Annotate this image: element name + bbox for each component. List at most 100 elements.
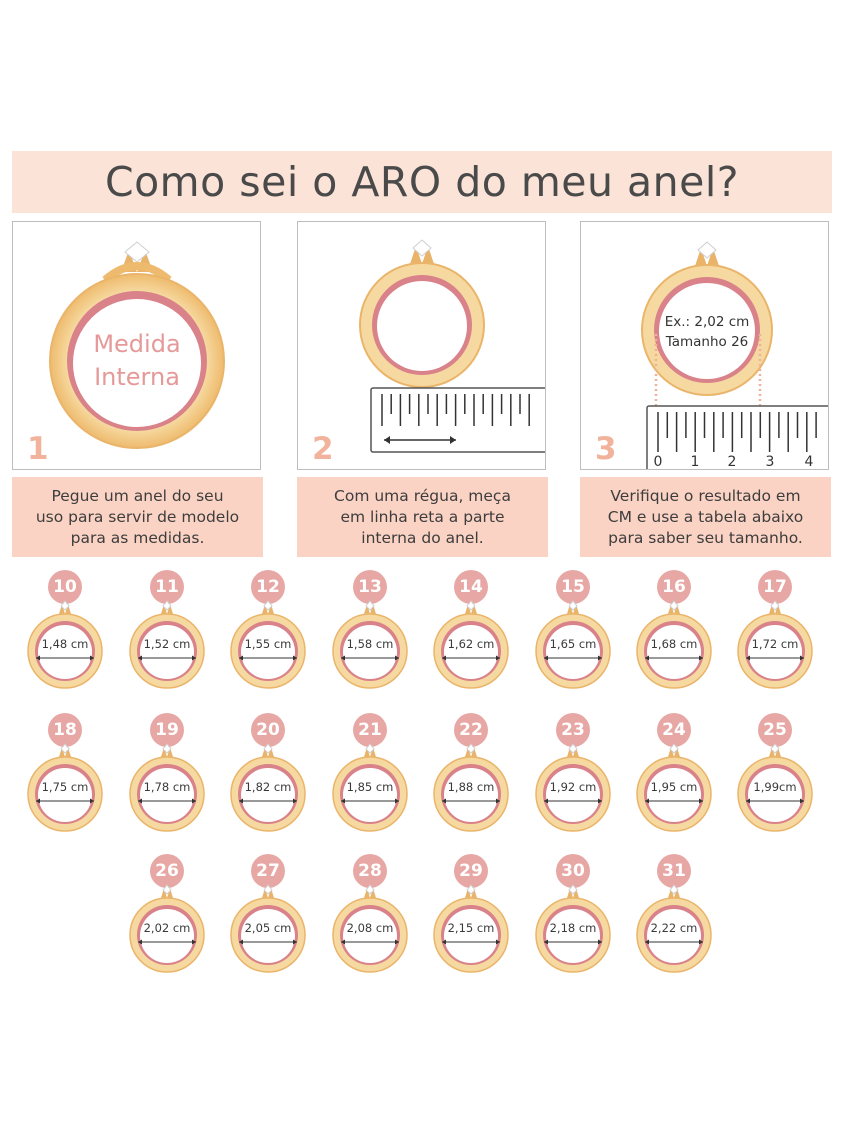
- size-badge: 27: [251, 854, 285, 888]
- size-measure: 1,55 cm: [244, 637, 292, 651]
- ring-icon: [332, 600, 408, 689]
- size-measure: 1,52 cm: [143, 637, 191, 651]
- size-item: 23 1,92 cm: [531, 713, 615, 843]
- inner-label-line2: Interna: [94, 363, 180, 391]
- example-size: Tamanho 26: [665, 334, 749, 350]
- ring-icon: [433, 600, 509, 689]
- ring-icon: [737, 600, 813, 689]
- size-measure: 2,22 cm: [650, 921, 698, 935]
- size-item: 13 1,58 cm: [328, 570, 412, 700]
- size-badge: 22: [454, 713, 488, 747]
- size-item: 29 2,15 cm: [429, 854, 513, 984]
- size-badge: 16: [657, 570, 691, 604]
- size-badge: 18: [48, 713, 82, 747]
- ring-icon: [129, 600, 205, 689]
- title-banner: Como sei o ARO do meu anel?: [12, 151, 832, 213]
- ring-icon: [737, 743, 813, 832]
- caption-text: Verifique o resultado em CM e use a tabe…: [607, 486, 804, 547]
- size-measure: 1,85 cm: [346, 780, 394, 794]
- size-measure: 1,88 cm: [447, 780, 495, 794]
- size-item: 18 1,75 cm: [23, 713, 107, 843]
- size-measure: 1,75 cm: [41, 780, 89, 794]
- size-badge: 29: [454, 854, 488, 888]
- ring-icon: [636, 884, 712, 973]
- size-item: 28 2,08 cm: [328, 854, 412, 984]
- size-item: 10 1,48 cm: [23, 570, 107, 700]
- ring-icon: [230, 600, 306, 689]
- page-title: Como sei o ARO do meu anel?: [104, 158, 740, 206]
- size-badge: 25: [758, 713, 792, 747]
- ring-icon: [535, 600, 611, 689]
- ring-icon: [129, 743, 205, 832]
- caption-text: Pegue um anel do seu uso para servir de …: [35, 486, 240, 547]
- size-badge: 20: [251, 713, 285, 747]
- size-badge: 26: [150, 854, 184, 888]
- size-badge: 31: [657, 854, 691, 888]
- ring-measure-illustration: Ex.: 2,02 cm Tamanho 26 0 1 2 3 4: [641, 241, 828, 470]
- ruler-label-1: 1: [691, 454, 700, 470]
- size-badge: 23: [556, 713, 590, 747]
- step-3-panel: Ex.: 2,02 cm Tamanho 26 0 1 2 3 4 3: [580, 221, 829, 470]
- ring-icon: [433, 743, 509, 832]
- step-2-caption: Com uma régua, meça em linha reta a part…: [297, 477, 548, 557]
- ring-icon: [636, 600, 712, 689]
- step-2-panel: 2: [297, 221, 546, 470]
- size-measure: 2,02 cm: [143, 921, 191, 935]
- step-number: 3: [595, 431, 617, 467]
- size-badge: 14: [454, 570, 488, 604]
- ring-icon: [332, 884, 408, 973]
- caption-text: Com uma régua, meça em linha reta a part…: [334, 486, 511, 547]
- size-item: 25 1,99cm: [733, 713, 817, 843]
- size-item: 31 2,22 cm: [632, 854, 716, 984]
- size-measure: 1,62 cm: [447, 637, 495, 651]
- ruler-ticks: [657, 412, 817, 452]
- size-item: 26 2,02 cm: [125, 854, 209, 984]
- size-item: 22 1,88 cm: [429, 713, 513, 843]
- size-measure: 1,95 cm: [650, 780, 698, 794]
- size-measure: 2,18 cm: [549, 921, 597, 935]
- ruler-label-0: 0: [654, 454, 663, 470]
- size-measure: 2,05 cm: [244, 921, 292, 935]
- inner-label-line1: Medida: [93, 330, 180, 358]
- step-1-caption: Pegue um anel do seu uso para servir de …: [12, 477, 263, 557]
- example-measure: Ex.: 2,02 cm: [665, 314, 750, 330]
- size-item: 21 1,85 cm: [328, 713, 412, 843]
- size-item: 20 1,82 cm: [226, 713, 310, 843]
- ring-icon: [535, 743, 611, 832]
- ruler-label-4: 4: [805, 454, 814, 470]
- size-item: 15 1,65 cm: [531, 570, 615, 700]
- ring-icon: [27, 743, 103, 832]
- size-measure: 1,78 cm: [143, 780, 191, 794]
- step-1-panel: Medida Interna 1: [12, 221, 261, 470]
- size-measure: 1,65 cm: [549, 637, 597, 651]
- ring-icon: [27, 600, 103, 689]
- ring-ruler-illustration: [359, 239, 545, 453]
- size-item: 30 2,18 cm: [531, 854, 615, 984]
- size-badge: 10: [48, 570, 82, 604]
- size-item: 11 1,52 cm: [125, 570, 209, 700]
- ring-large-illustration: Medida Interna: [49, 241, 225, 449]
- size-badge: 28: [353, 854, 387, 888]
- size-item: 14 1,62 cm: [429, 570, 513, 700]
- size-item: 27 2,05 cm: [226, 854, 310, 984]
- size-badge: 30: [556, 854, 590, 888]
- step-number: 2: [312, 431, 334, 467]
- ring-icon: [535, 884, 611, 973]
- size-item: 16 1,68 cm: [632, 570, 716, 700]
- size-badge: 21: [353, 713, 387, 747]
- size-measure: 1,82 cm: [244, 780, 292, 794]
- size-measure: 1,72 cm: [751, 637, 799, 651]
- size-item: 12 1,55 cm: [226, 570, 310, 700]
- ring-icon: [332, 743, 408, 832]
- size-item: 24 1,95 cm: [632, 713, 716, 843]
- size-badge: 12: [251, 570, 285, 604]
- step-number: 1: [27, 431, 49, 467]
- size-badge: 15: [556, 570, 590, 604]
- size-measure: 1,58 cm: [346, 637, 394, 651]
- ring-icon: [433, 884, 509, 973]
- size-measure: 2,15 cm: [447, 921, 495, 935]
- ring-icon: [230, 884, 306, 973]
- size-measure: 1,99cm: [753, 780, 797, 794]
- ruler-label-2: 2: [728, 454, 737, 470]
- size-measure: 1,48 cm: [41, 637, 89, 651]
